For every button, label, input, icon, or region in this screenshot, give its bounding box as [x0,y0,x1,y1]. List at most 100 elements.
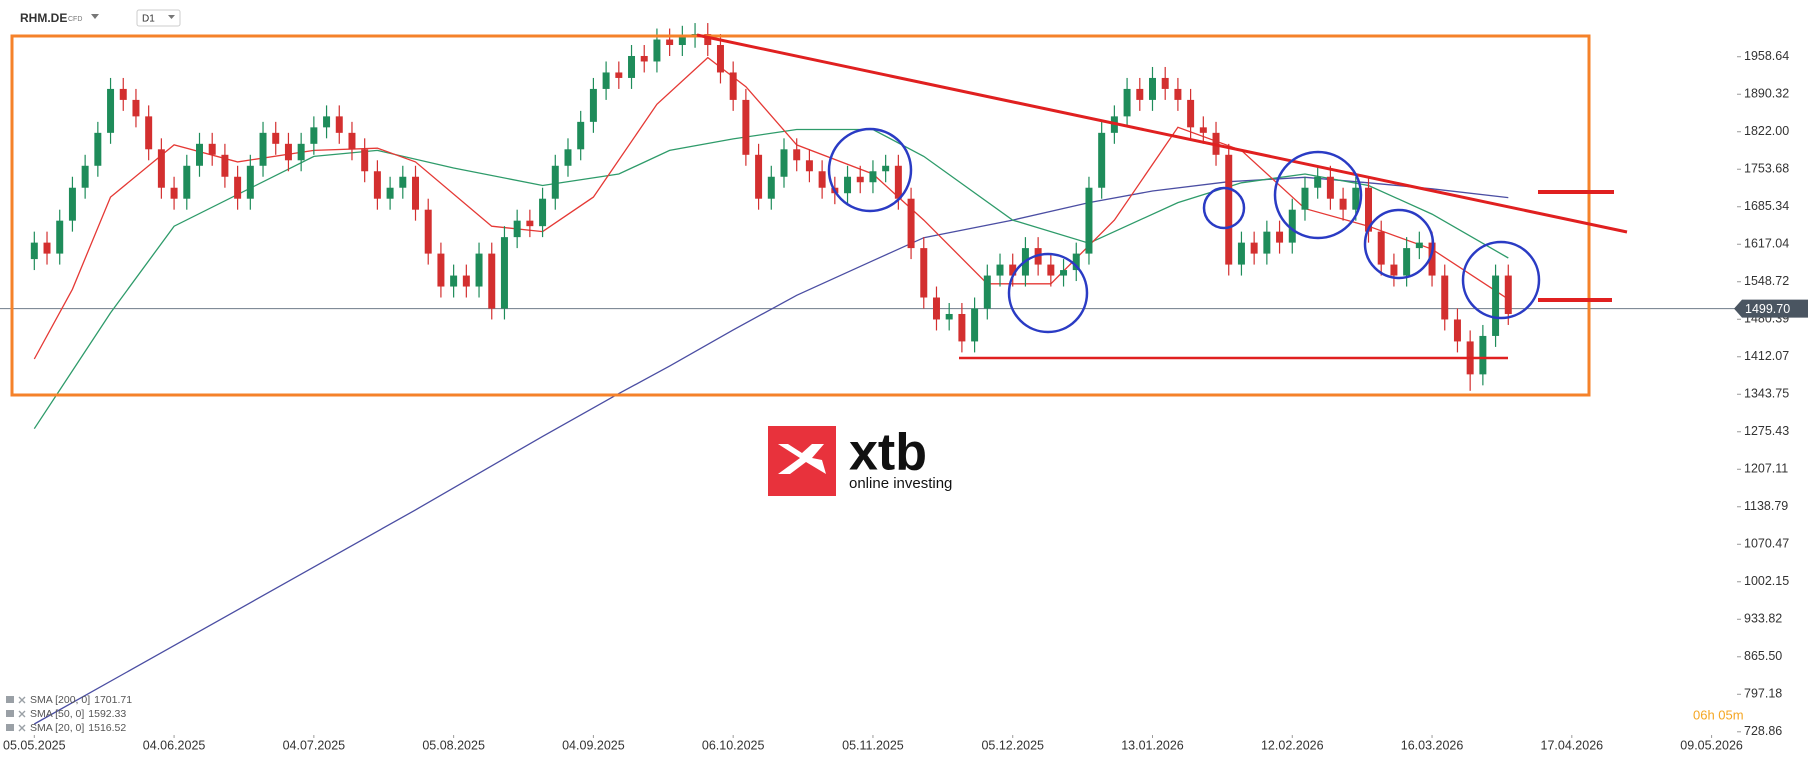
y-tick-label: 1890.32 [1744,87,1789,101]
candle-body [450,275,458,287]
candle-body [869,171,877,183]
candle-body [335,116,343,133]
timeframe-box[interactable] [136,9,181,27]
candle-body [602,72,610,89]
axis-layer: 1958.64 1890.32 1822.00 1753.68 1685.34 1617.… [3,49,1808,752]
candle-body [577,121,585,150]
y-tick-label: 1412.07 [1744,349,1789,363]
candle-body [1161,77,1169,89]
candle-body [183,165,191,199]
candle-body [1199,127,1207,133]
y-tick-label: 1822.00 [1744,124,1789,138]
candle-body [348,132,356,150]
candle-body [1009,264,1017,276]
sma-layer [33,56,1509,725]
candle-body [1187,99,1195,128]
candle-body [767,176,775,199]
candle-body [170,187,178,199]
candle-body [678,36,686,46]
logo-brand: xtb [849,424,927,482]
candle-body [628,55,636,78]
candle-body [1492,275,1500,336]
sma-line [33,128,1509,430]
candle-body [43,242,51,254]
trend-line [696,33,1628,234]
candle-body [894,165,902,199]
x-tick-label: 05.12.2025 [981,738,1044,752]
legend-close [18,724,26,732]
countdown: 06h 05m [1693,707,1744,722]
annotations [10,33,1628,397]
candle-body [488,253,496,309]
logo-x [778,444,826,474]
y-tick-label: 1343.75 [1744,387,1789,401]
candle-body [526,220,534,227]
candle-body [297,143,305,161]
candle-body [1377,231,1385,265]
candle-body [437,253,445,287]
candle-body [157,149,165,188]
candle-body [844,176,852,194]
candle-body [56,220,64,254]
candle-body [666,39,674,46]
candle-body [932,297,940,320]
candle-body [1085,187,1093,254]
candle-body [1504,275,1512,314]
x-tick-label: 16.03.2026 [1401,738,1464,752]
highlight-circle [1273,150,1363,240]
y-tick-label: 1548.72 [1744,274,1789,288]
timeframe-dropdown[interactable] [168,15,175,19]
candle-body [589,88,597,122]
y-tick-label: 1138.79 [1744,499,1788,513]
candle-body [945,313,953,320]
y-tick-label: 1207.11 [1744,462,1788,476]
candle-body [373,171,381,199]
candle-body [1453,319,1461,342]
y-tick-label: 1617.04 [1744,237,1789,251]
legend-icon [6,696,14,703]
candle-body [1301,187,1309,210]
candle-body [564,149,572,166]
x-tick-label: 04.06.2025 [143,738,206,752]
candle-body [1250,242,1258,254]
candle-body [30,242,38,260]
candle-body [882,165,890,172]
instrument-type: CFD [68,16,82,23]
candle-body [284,143,292,161]
x-tick-label: 17.04.2026 [1541,738,1604,752]
candle-body [856,176,864,183]
candle-body [68,187,76,221]
price-tag-label: 1499.70 [1745,302,1790,316]
candle-body [640,55,648,62]
candle-body [208,143,216,155]
legend-value: 1592.33 [88,708,126,720]
candle-body [1390,264,1398,276]
symbol-dropdown[interactable] [91,14,99,19]
candle-body [1288,209,1296,243]
candle-body [1263,231,1271,254]
x-tick-label: 05.11.2025 [842,738,904,752]
candle-body [94,132,102,166]
candle-body [907,198,915,249]
legend-close [18,710,26,718]
candle-body [132,99,140,117]
candle-body [513,220,521,238]
timeframe: D1 [142,14,155,25]
price-tag [1734,299,1808,318]
candle-body [361,149,369,172]
legend-name: SMA [50, 0] [30,708,84,720]
candle-body [462,275,470,287]
candle-body [1276,231,1284,243]
candle-body [412,176,420,210]
x-tick-label: 04.07.2025 [283,738,346,752]
y-tick-label: 1070.47 [1744,537,1789,551]
x-tick-label: 09.05.2026 [1680,738,1743,752]
candle-body [246,165,254,199]
y-tick-label: 933.82 [1744,612,1782,626]
candle-body [755,154,763,199]
candle-body [145,116,153,150]
candle-body [1352,187,1360,210]
candle-body [310,127,318,144]
candle-body [1060,270,1068,276]
